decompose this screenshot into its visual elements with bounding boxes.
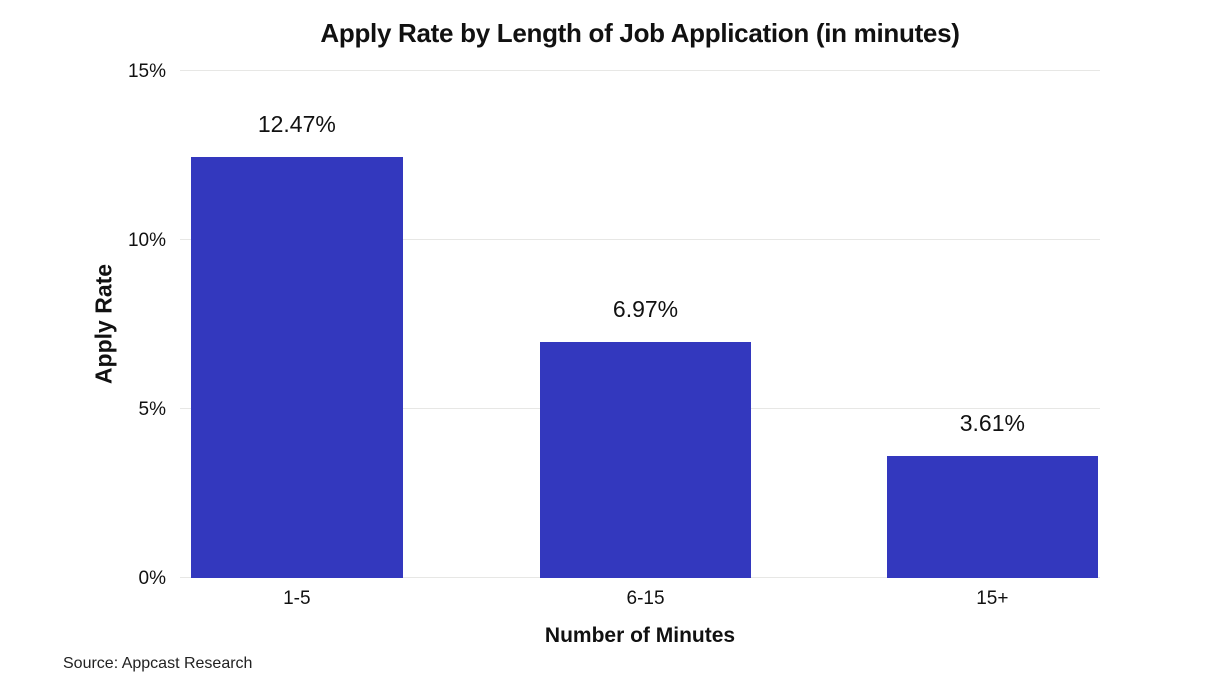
- bar-value-label: 12.47%: [257, 110, 336, 137]
- bar: [539, 342, 752, 578]
- y-tick-label: 0%: [138, 567, 166, 589]
- x-axis-title: Number of Minutes: [544, 624, 736, 647]
- gridline: [180, 70, 1100, 71]
- x-tick-label: 1-5: [283, 588, 311, 609]
- bar-value-label: 3.61%: [959, 409, 1025, 436]
- chart-title: Apply Rate by Length of Job Application …: [320, 18, 960, 48]
- source-note: Source: Appcast Research: [63, 655, 253, 672]
- bar: [886, 455, 1099, 578]
- x-tick-label: 15+: [976, 588, 1009, 609]
- y-tick-label: 5%: [138, 398, 166, 420]
- y-tick-label: 10%: [127, 229, 166, 251]
- bar: [191, 156, 403, 578]
- x-tick-label: 6-15: [626, 588, 665, 609]
- y-axis-title: Apply Rate: [90, 263, 117, 385]
- bar-value-label: 6.97%: [612, 296, 679, 323]
- gridline: [180, 239, 1100, 240]
- plot-area: 0% 5% 10% 15% 12.47% 1-5 6.97% 6-15 3.61% 15+: [128, 61, 1100, 609]
- y-tick-label: 15%: [127, 60, 166, 82]
